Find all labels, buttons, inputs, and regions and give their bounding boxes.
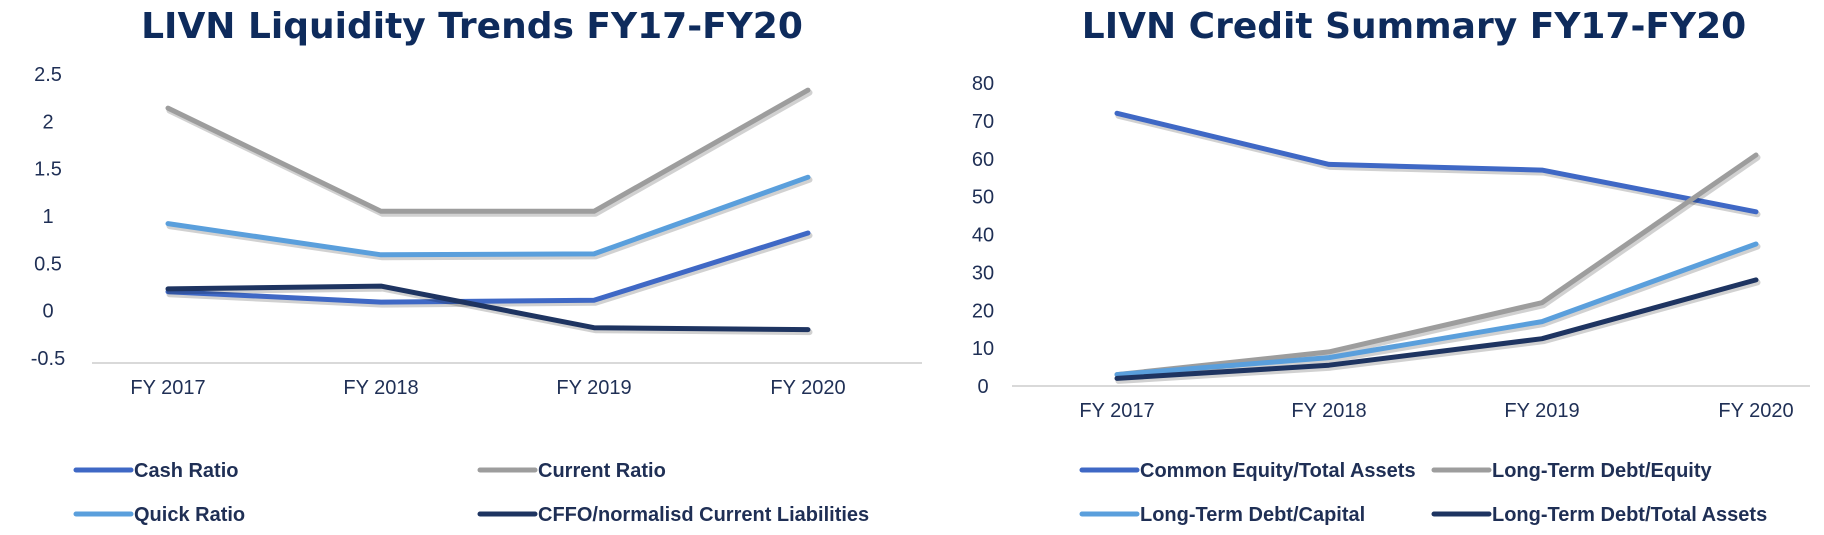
- series-line-shadow: [166, 176, 813, 261]
- y-tick-label: 70: [972, 111, 994, 133]
- series-line-shadow: [1115, 243, 1761, 381]
- y-tick-label: 10: [972, 338, 994, 360]
- legend-item: Current Ratio: [477, 460, 666, 482]
- x-tick-label: FY 2018: [343, 377, 418, 399]
- y-tick-label: 0: [42, 301, 53, 323]
- series-line: [1114, 110, 1759, 215]
- x-tick-label: FY 2020: [770, 377, 845, 399]
- series-line: [165, 174, 811, 258]
- x-tick-label: FY 2019: [1504, 400, 1579, 422]
- y-tick-label: 1: [42, 206, 53, 228]
- y-tick-label: 60: [972, 149, 994, 171]
- legend-label: Current Ratio: [538, 460, 666, 482]
- y-tick-label: 30: [972, 262, 994, 284]
- x-tick-label: FY 2018: [1291, 400, 1366, 422]
- legend-label: CFFO/normalisd Current Liabilities: [538, 504, 869, 526]
- chart-title: LIVN Credit Summary FY17-FY20: [1082, 6, 1746, 47]
- legend-label: Common Equity/Total Assets: [1140, 460, 1416, 482]
- x-tick-label: FY 2019: [556, 377, 631, 399]
- y-tick-label: 40: [972, 225, 994, 247]
- y-tick-label: 2.5: [34, 64, 62, 86]
- series-line: [1114, 152, 1759, 378]
- x-tick-label: FY 2017: [130, 377, 205, 399]
- legend-label: Quick Ratio: [134, 504, 245, 526]
- series-line: [1114, 277, 1759, 381]
- legend-item: Long-Term Debt/Total Assets: [1431, 504, 1767, 526]
- legend-label: Long-Term Debt/Equity: [1492, 460, 1712, 482]
- legend-item: Common Equity/Total Assets: [1079, 460, 1416, 482]
- y-tick-label: 20: [972, 300, 994, 322]
- series-line: [165, 87, 811, 214]
- legend-item: CFFO/normalisd Current Liabilities: [477, 504, 869, 526]
- credit-summary-chart: LIVN Credit Summary FY17-FY20 0 10 20 30 40 5…: [972, 6, 1810, 526]
- legend-label: Long-Term Debt/Capital: [1140, 504, 1365, 526]
- series-line-shadow: [1115, 279, 1761, 384]
- legend-item: Long-Term Debt/Equity: [1431, 460, 1712, 482]
- legend-item: Long-Term Debt/Capital: [1079, 504, 1365, 526]
- legend-item: Cash Ratio: [73, 460, 238, 482]
- series-line: [165, 283, 811, 333]
- series-line: [165, 230, 811, 305]
- series-line: [1114, 241, 1759, 378]
- legend-label: Cash Ratio: [134, 460, 238, 482]
- y-tick-label: 50: [972, 187, 994, 209]
- legend-item: Quick Ratio: [73, 504, 245, 526]
- chart-title: LIVN Liquidity Trends FY17-FY20: [141, 6, 803, 47]
- x-tick-label: FY 2017: [1079, 400, 1154, 422]
- y-tick-label: -0.5: [31, 348, 65, 370]
- y-tick-label: 2: [42, 111, 53, 133]
- y-tick-label: 0.5: [34, 253, 62, 275]
- legend-label: Long-Term Debt/Total Assets: [1492, 504, 1767, 526]
- x-tick-label: FY 2020: [1718, 400, 1793, 422]
- y-tick-label: 0: [977, 376, 988, 398]
- y-tick-label: 80: [972, 73, 994, 95]
- liquidity-trends-chart: LIVN Liquidity Trends FY17-FY20 -0.5 0 0.5…: [31, 6, 922, 526]
- y-tick-label: 1.5: [34, 159, 62, 181]
